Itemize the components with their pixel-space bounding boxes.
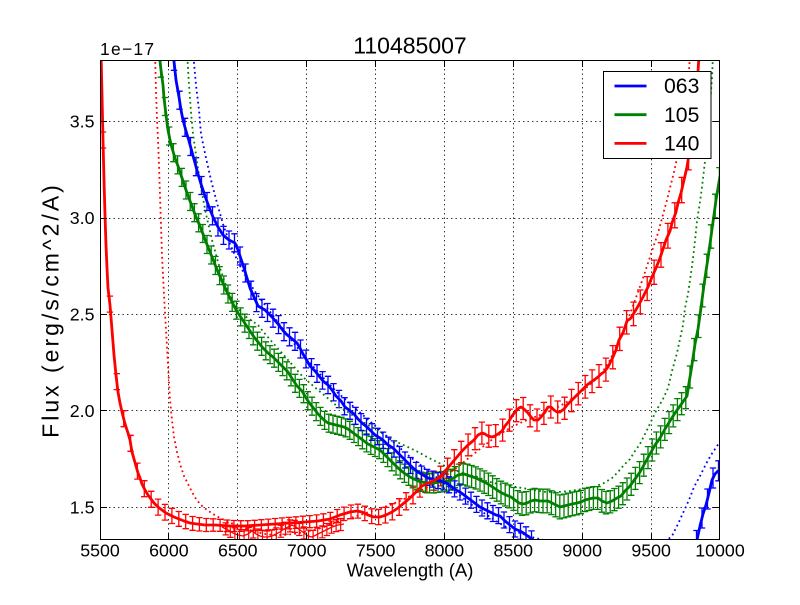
svg-text:8500: 8500	[494, 541, 534, 561]
svg-text:10000: 10000	[695, 541, 745, 561]
svg-text:6500: 6500	[218, 541, 258, 561]
svg-text:1e−17: 1e−17	[100, 39, 155, 59]
svg-text:140: 140	[664, 133, 699, 156]
svg-text:3.5: 3.5	[70, 112, 95, 132]
svg-text:7500: 7500	[356, 541, 396, 561]
svg-text:5500: 5500	[80, 541, 120, 561]
svg-text:2.5: 2.5	[70, 305, 95, 325]
svg-text:1.5: 1.5	[70, 498, 95, 518]
svg-text:2.0: 2.0	[70, 401, 95, 421]
svg-text:8000: 8000	[425, 541, 465, 561]
svg-text:9500: 9500	[631, 541, 671, 561]
svg-text:Wavelength (A): Wavelength (A)	[347, 560, 474, 581]
svg-text:105: 105	[664, 104, 699, 127]
svg-text:9000: 9000	[562, 541, 602, 561]
svg-text:110485007: 110485007	[353, 33, 466, 59]
svg-text:6000: 6000	[149, 541, 189, 561]
svg-text:Flux (erg/s/cm^2/A): Flux (erg/s/cm^2/A)	[38, 182, 64, 438]
svg-text:7000: 7000	[287, 541, 327, 561]
svg-text:3.0: 3.0	[70, 208, 95, 228]
svg-text:063: 063	[664, 75, 699, 98]
